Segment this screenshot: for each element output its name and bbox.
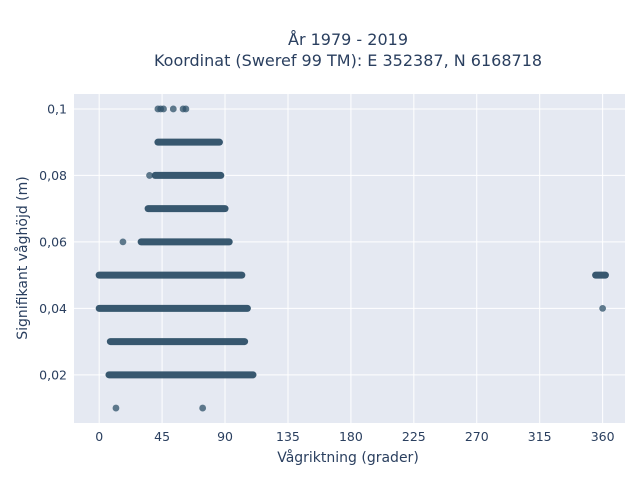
x-tick-label: 90 <box>217 429 233 444</box>
data-point <box>112 404 120 412</box>
tick-labels: 0 45 90 135 180 225 270 315 360 0,02 0,04 0,06 0,08 0… <box>39 101 614 444</box>
x-tick-label: 360 <box>591 429 615 444</box>
chart-title-line-2: Koordinat (Sweref 99 TM): E 352387, N 61… <box>154 51 542 70</box>
y-tick-label: 0,06 <box>39 234 67 249</box>
y-tick-label: 0,08 <box>39 168 67 183</box>
data-point <box>199 404 207 412</box>
y-tick-label: 0,02 <box>39 367 67 382</box>
data-point <box>119 238 127 246</box>
data-points <box>95 105 609 412</box>
y-axis-title: Signifikant våghöjd (m) <box>14 176 31 339</box>
data-point <box>599 304 607 312</box>
plot-area <box>74 94 625 423</box>
data-point <box>169 105 177 113</box>
x-tick-label: 135 <box>276 429 300 444</box>
y-tick-label: 0,04 <box>39 301 67 316</box>
data-point <box>182 105 190 113</box>
x-axis-title: Vågriktning (grader) <box>277 449 419 466</box>
x-tick-label: 0 <box>95 429 103 444</box>
x-tick-label: 180 <box>339 429 363 444</box>
x-tick-label: 45 <box>154 429 170 444</box>
data-point <box>160 105 167 113</box>
x-tick-label: 315 <box>528 429 552 444</box>
data-point <box>146 172 153 179</box>
grid-lines <box>74 94 625 423</box>
x-tick-label: 270 <box>465 429 489 444</box>
chart-title-line-1: År 1979 - 2019 <box>288 30 408 49</box>
x-tick-label: 225 <box>402 429 426 444</box>
y-tick-label: 0,1 <box>47 101 67 116</box>
